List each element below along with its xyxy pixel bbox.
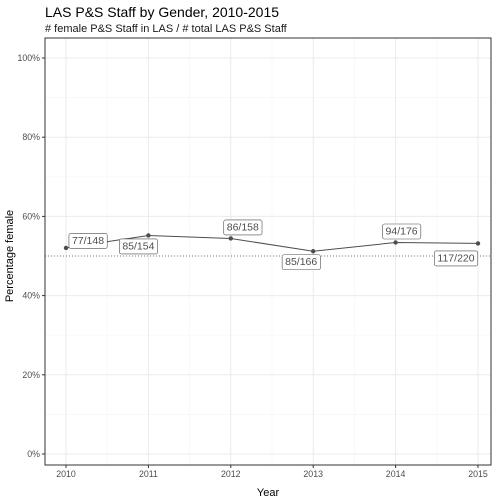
x-axis: 2010 2011 2012 2013 2014 2015 [56, 465, 488, 479]
data-label-box [281, 254, 321, 271]
grid-major [45, 38, 491, 465]
x-tick-label: 2014 [386, 469, 406, 479]
data-label-box [119, 238, 158, 255]
data-point [393, 240, 398, 245]
data-label: 94/176 [382, 223, 422, 240]
y-tick-label: 0% [27, 449, 40, 459]
data-label: 77/148 [68, 233, 108, 249]
data-label-text: 85/166 [285, 256, 317, 268]
y-axis-title: Percentage female [4, 210, 16, 302]
series-line [65, 234, 479, 252]
data-label-text: 94/176 [386, 225, 418, 237]
y-tick-label: 80% [22, 132, 40, 142]
data-point [228, 236, 233, 241]
data-label-text: 85/154 [122, 240, 154, 252]
data-label-box [68, 233, 108, 249]
y-axis: 0% 20% 40% 60% 80% 100% [18, 53, 45, 459]
data-label: 85/154 [119, 238, 158, 255]
chart-subtitle: # female P&S Staff in LAS / # total LAS … [45, 23, 288, 35]
data-point [311, 249, 316, 254]
data-label-text: 86/158 [227, 221, 259, 233]
y-tick-label: 60% [22, 211, 40, 221]
data-label: 86/158 [223, 219, 263, 236]
data-point [63, 245, 69, 251]
grid-minor [45, 38, 491, 465]
y-tick-label: 40% [22, 291, 40, 301]
x-axis-title: Year [257, 487, 280, 499]
x-tick-label: 2011 [139, 469, 158, 479]
panel-border [44, 37, 492, 466]
data-label: 117/220 [434, 250, 479, 267]
x-tick-label: 2012 [221, 469, 241, 479]
chart-title: LAS P&S Staff by Gender, 2010-2015 [45, 4, 279, 20]
data-points [63, 233, 481, 254]
y-tick-label: 20% [22, 370, 40, 380]
data-point [146, 233, 151, 238]
x-tick-label: 2010 [56, 469, 76, 479]
data-label: 85/166 [281, 254, 321, 271]
data-label-text: 117/220 [437, 252, 474, 264]
data-point [475, 241, 481, 246]
y-tick-label: 100% [18, 53, 41, 63]
series-line-group [65, 234, 479, 252]
x-tick-label: 2015 [468, 469, 488, 479]
data-labels: 77/148 85/154 86/158 85/166 94/176 117/220 [68, 219, 479, 271]
data-label-box [382, 223, 422, 240]
data-label-text: 77/148 [72, 235, 104, 247]
data-label-box [434, 250, 479, 267]
x-tick-label: 2013 [303, 469, 323, 479]
data-label-box [223, 219, 263, 236]
